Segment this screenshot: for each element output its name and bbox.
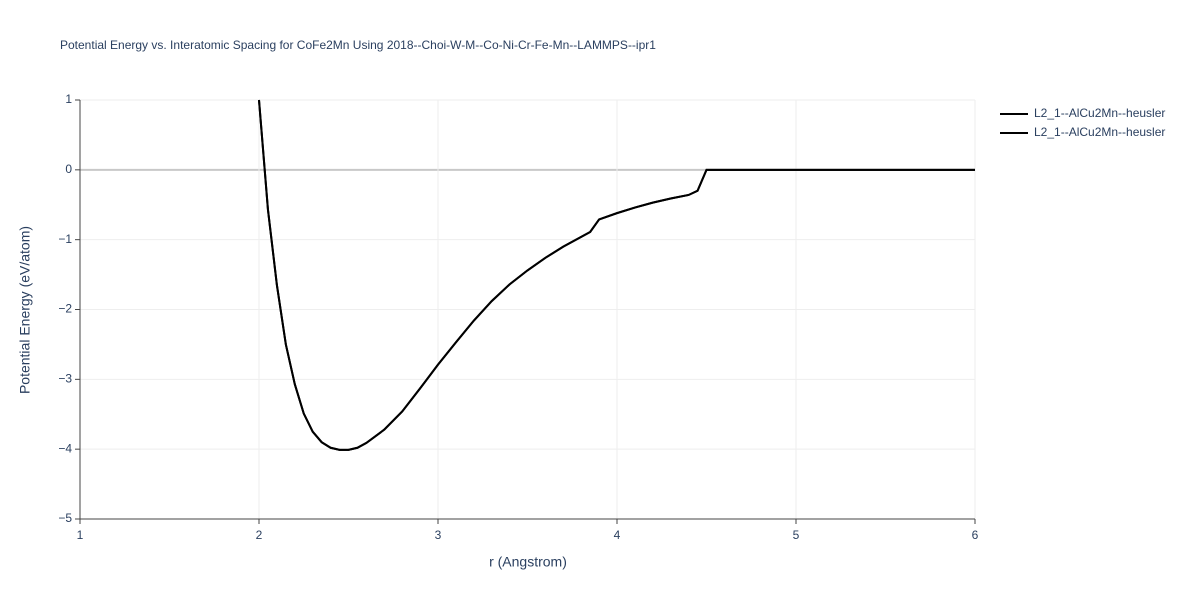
- x-tick-label: 4: [614, 528, 621, 542]
- line: [258, 99, 975, 451]
- x-tick-label: 5: [793, 528, 800, 542]
- legend-label: L2_1--AlCu2Mn--heusler: [1034, 106, 1165, 120]
- x-tick-label: 1: [77, 528, 84, 542]
- x-tick-label: 6: [972, 528, 979, 542]
- y-tick-label: −5: [58, 511, 72, 525]
- chart-title: Potential Energy vs. Interatomic Spacing…: [60, 38, 656, 52]
- y-tick-label: −3: [58, 372, 72, 386]
- y-axis-label: Potential Energy (eV/atom): [17, 226, 33, 394]
- y-tick-label: −4: [58, 441, 72, 455]
- y-tick-label: 0: [65, 162, 72, 176]
- legend-label: L2_1--AlCu2Mn--heusler: [1034, 125, 1165, 139]
- y-tick-label: 1: [65, 92, 72, 106]
- y-tick-label: −1: [58, 232, 72, 246]
- x-axis-label: r (Angstrom): [489, 554, 567, 570]
- x-tick-label: 2: [256, 528, 263, 542]
- x-tick-label: 3: [435, 528, 442, 542]
- y-tick-label: −2: [58, 302, 72, 316]
